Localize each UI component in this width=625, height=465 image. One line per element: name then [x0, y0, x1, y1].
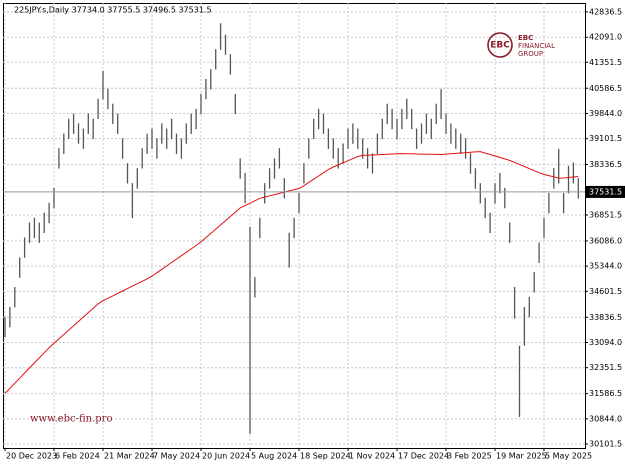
last-price-label: 37531.5	[589, 187, 622, 196]
x-tick-label: 6 Feb 2024	[55, 452, 100, 461]
x-tick-label: 1 Nov 2024	[349, 452, 395, 461]
logo-text: FINANCIAL	[518, 42, 555, 50]
y-tick-label: 30101.5	[589, 440, 622, 449]
moving-average-line	[4, 151, 579, 394]
logo-text: EBC	[518, 34, 533, 42]
x-tick-label: 5 Aug 2024	[251, 452, 297, 461]
y-tick-label: 33094.0	[589, 338, 622, 347]
chart-title: 225JPY.s,Daily 37734.0 37755.5 37496.5 3…	[14, 6, 212, 15]
y-tick-label: 30844.0	[589, 414, 622, 423]
last-price-box	[585, 185, 625, 198]
y-tick-label: 31586.5	[589, 389, 622, 398]
logo-ring	[487, 32, 513, 58]
y-tick-label: 39844.0	[589, 109, 622, 118]
y-tick-label: 36851.5	[589, 210, 622, 219]
x-tick-label: 7 May 2024	[153, 452, 200, 461]
x-tick-label: 3 Feb 2025	[447, 452, 492, 461]
x-tick-label: 21 Mar 2024	[104, 452, 155, 461]
logo-mark: EBC	[490, 41, 510, 51]
y-tick-label: 36086.0	[589, 236, 622, 245]
y-tick-label: 34601.5	[589, 287, 622, 296]
y-tick-label: 42836.5	[589, 7, 622, 16]
x-tick-label: 17 Dec 2024	[398, 452, 449, 461]
y-tick-label: 40586.5	[589, 84, 622, 93]
y-tick-label: 35344.0	[589, 262, 622, 271]
y-tick-label: 41351.5	[589, 58, 622, 67]
x-tick-label: 18 Sep 2024	[300, 452, 351, 461]
x-tick-label: 20 Jun 2024	[202, 452, 250, 461]
grid-layer	[3, 3, 585, 448]
x-tick-label: 19 Mar 2025	[496, 452, 547, 461]
y-tick-label: 42091.0	[589, 33, 622, 42]
logo: EBC EBC FINANCIAL GROUP	[487, 32, 555, 58]
x-tick-label: 20 Dec 2023	[6, 452, 57, 461]
bar-layer	[4, 23, 579, 434]
y-tick-label: 39101.5	[589, 134, 622, 143]
logo-text: GROUP	[518, 50, 543, 58]
y-tick-label: 32351.5	[589, 363, 622, 372]
x-tick-label: 5 May 2025	[545, 452, 592, 461]
y-tick-label: 33836.5	[589, 313, 622, 322]
watermark: www.ebc-fin.pro	[30, 414, 112, 425]
y-tick-label: 38336.5	[589, 160, 622, 169]
